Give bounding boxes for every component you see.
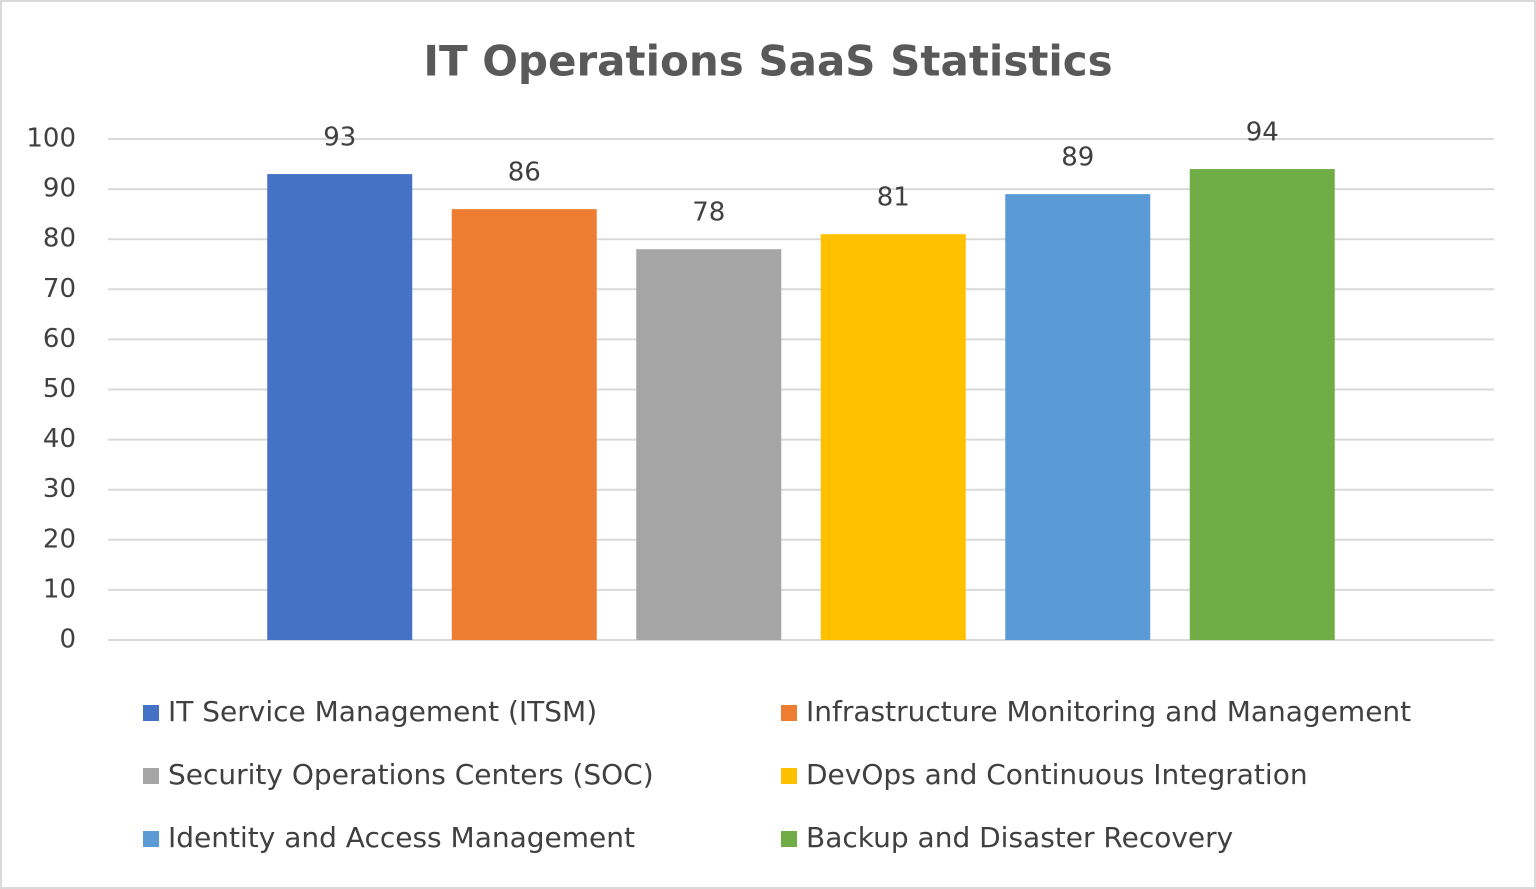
legend-label: Security Operations Centers (SOC) — [168, 758, 654, 791]
bar — [820, 234, 966, 640]
legend-label: IT Service Management (ITSM) — [168, 695, 597, 728]
legend-swatch — [143, 768, 159, 784]
bar — [267, 174, 413, 640]
chart-title: IT Operations SaaS Statistics — [423, 37, 1112, 86]
y-tick-label: 100 — [26, 124, 76, 154]
value-label: 93 — [323, 123, 356, 153]
y-tick-label: 30 — [43, 474, 76, 504]
y-tick-label: 40 — [43, 424, 76, 454]
y-tick-label: 90 — [43, 174, 76, 204]
value-label: 89 — [1061, 143, 1094, 173]
legend-swatch — [781, 705, 797, 721]
y-tick-label: 20 — [43, 524, 76, 554]
y-tick-label: 80 — [43, 224, 76, 254]
y-tick-label: 10 — [43, 574, 76, 604]
bar — [1005, 194, 1151, 641]
value-label: 78 — [692, 198, 725, 228]
bar — [636, 249, 782, 640]
legend-label: Identity and Access Management — [168, 821, 635, 854]
y-tick-label: 50 — [43, 374, 76, 404]
value-label: 94 — [1246, 118, 1279, 148]
legend-label: Infrastructure Monitoring and Management — [806, 695, 1411, 728]
legend-swatch — [781, 831, 797, 847]
legend-swatch — [143, 705, 159, 721]
legend-swatch — [143, 831, 159, 847]
y-tick-label: 0 — [59, 625, 76, 655]
legend-label: DevOps and Continuous Integration — [806, 758, 1308, 791]
value-label: 81 — [877, 183, 910, 213]
legend-label: Backup and Disaster Recovery — [806, 821, 1233, 854]
y-tick-label: 60 — [43, 324, 76, 354]
y-tick-label: 70 — [43, 274, 76, 304]
bar — [451, 209, 597, 640]
legend-swatch — [781, 768, 797, 784]
value-label: 86 — [508, 158, 541, 188]
bar — [1189, 169, 1335, 640]
